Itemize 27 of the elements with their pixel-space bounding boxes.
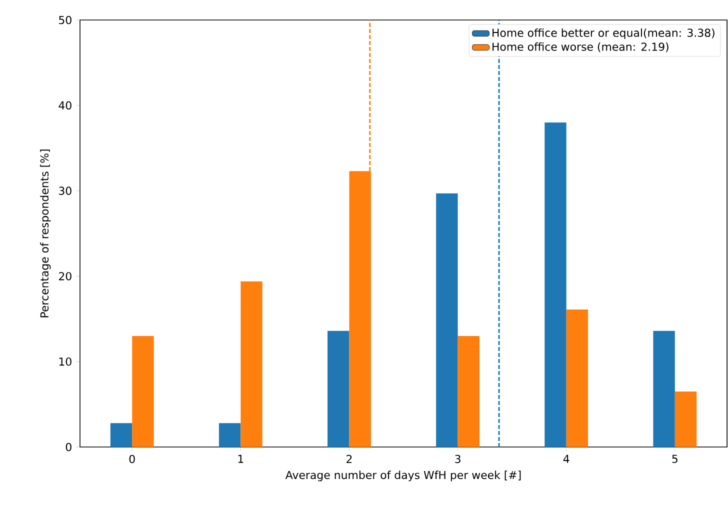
y-tick-label: 50	[59, 16, 72, 24]
y-tick-label: 40	[58, 101, 72, 110]
y-axis-title: Percentage of respondents [%]	[40, 150, 51, 318]
legend-label: Home office better or equal(mean: 3.38)	[492, 28, 714, 40]
x-tick-label: 4	[563, 454, 570, 463]
x-tick-label: 3	[455, 454, 460, 464]
bar	[458, 336, 480, 447]
bar	[328, 330, 350, 447]
y-tick-label: 30	[59, 186, 72, 195]
bar	[110, 423, 132, 447]
x-tick-label: 0	[129, 454, 135, 464]
x-tick-label: 1	[238, 454, 244, 463]
bar	[653, 330, 675, 447]
y-tick-label: 0	[66, 442, 72, 452]
bar	[566, 310, 588, 447]
bar	[544, 122, 566, 447]
x-tick-label: 5	[672, 454, 678, 463]
x-tick-label: 2	[346, 454, 352, 463]
y-tick-label: 10	[59, 357, 72, 366]
y-tick-label: 20	[59, 272, 72, 280]
bar	[674, 391, 697, 447]
bar	[218, 423, 241, 447]
legend-label: Home office worse (mean: 2.19)	[492, 42, 668, 52]
x-axis-title: Average number of days WfH per week [#]	[285, 470, 521, 482]
bar	[132, 336, 154, 447]
bar	[436, 193, 458, 447]
bar	[240, 281, 262, 447]
